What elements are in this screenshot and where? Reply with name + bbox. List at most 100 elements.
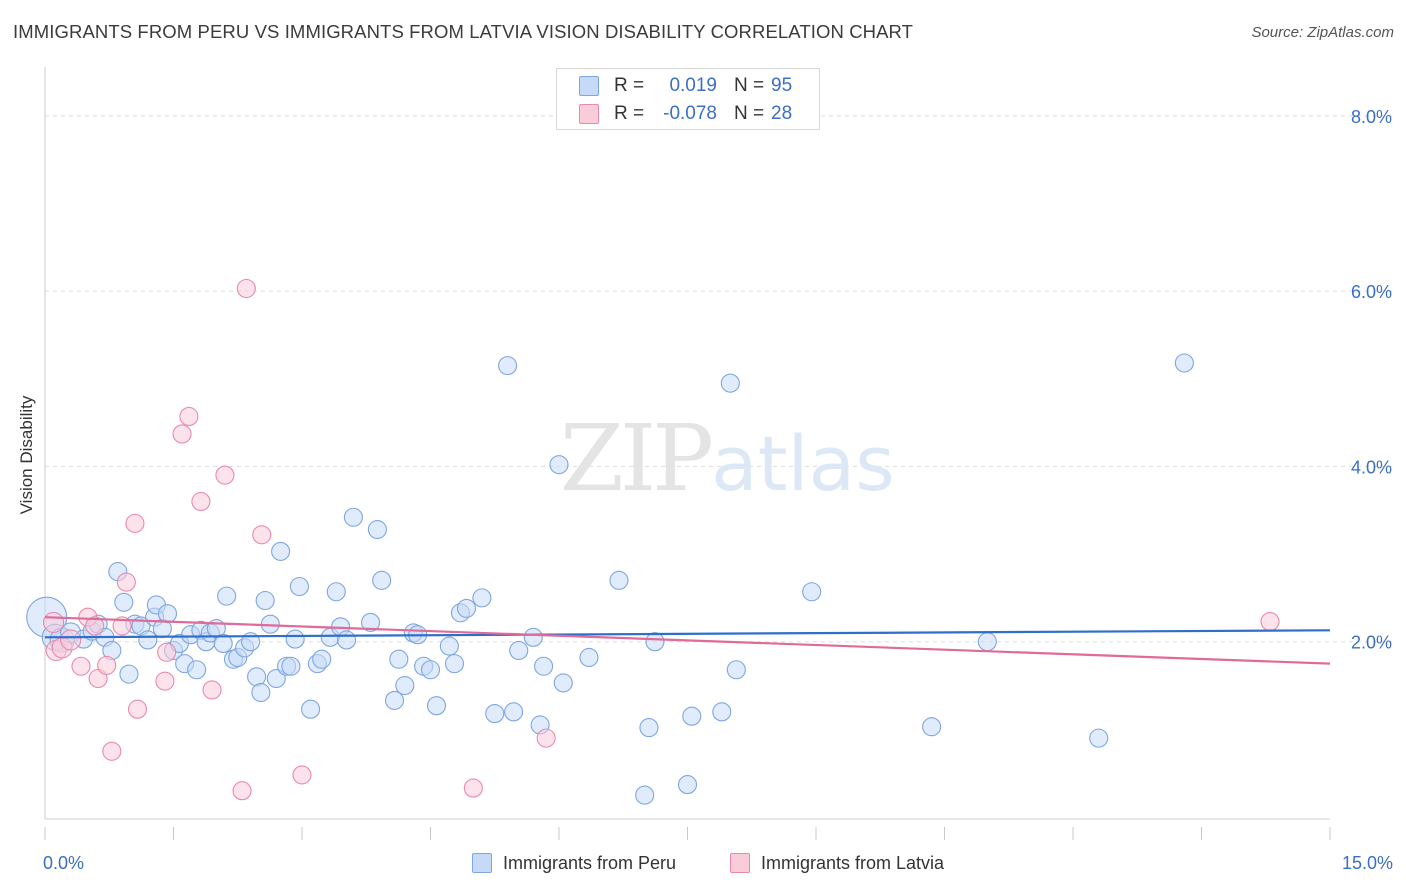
peru-point <box>360 612 381 632</box>
peru-point <box>444 654 465 674</box>
latvia-point <box>191 491 211 512</box>
peru-point <box>114 592 134 612</box>
peru-point <box>712 702 732 722</box>
latvia-point <box>157 642 177 662</box>
tick-labels: 2.0% 4.0% 6.0% 8.0% 0.0% 15.0% <box>43 107 1393 873</box>
source-label: Source: ZipAtlas.com <box>1251 24 1394 41</box>
y-tick-label: 6.0% <box>1351 282 1392 302</box>
peru-point <box>922 717 942 737</box>
peru-point <box>720 373 740 393</box>
latvia-point <box>102 741 122 761</box>
series-legend: Immigrants from Peru Immigrants from Lat… <box>0 850 1406 878</box>
latvia-point <box>202 680 222 700</box>
peru-point <box>389 649 409 669</box>
trend-lines <box>44 616 1331 665</box>
peru-point <box>336 630 357 650</box>
peru-point <box>639 718 659 738</box>
peru-point <box>1174 353 1194 373</box>
peru-point <box>395 675 415 696</box>
stats-legend: R = 0.019 N = 95 R = -0.078 N = 28 <box>556 68 820 130</box>
peru-point <box>426 696 447 716</box>
peru-point <box>213 633 233 654</box>
latvia-point <box>172 424 192 444</box>
peru-point <box>420 660 441 680</box>
latvia-point <box>292 765 312 785</box>
peru-point <box>553 673 573 693</box>
r-label: R = <box>614 103 645 124</box>
peru-point <box>119 664 139 684</box>
peru-swatch <box>472 853 492 873</box>
y-tick-label: 2.0% <box>1351 633 1392 653</box>
peru-point <box>635 785 655 805</box>
peru-point <box>645 632 665 652</box>
peru-point <box>549 455 569 475</box>
latvia-point <box>85 616 105 636</box>
y-axis-title: Vision Disability <box>17 395 36 515</box>
peru-point <box>485 704 505 724</box>
peru-trend-line <box>44 629 1331 639</box>
latvia-point <box>215 465 235 485</box>
latvia-point <box>155 671 175 691</box>
peru-point <box>343 507 363 527</box>
peru-point <box>255 590 275 611</box>
latvia-point <box>236 278 256 299</box>
latvia-point <box>97 655 117 675</box>
peru-point <box>217 586 237 606</box>
watermark: ZIP atlas <box>560 405 895 512</box>
peru-point <box>677 775 698 795</box>
r-value: -0.078 <box>663 103 717 124</box>
peru-point <box>289 576 309 597</box>
peru-point <box>271 541 291 561</box>
peru-point <box>266 668 286 689</box>
peru-point <box>682 706 702 726</box>
latvia-point <box>179 406 199 427</box>
n-value: 28 <box>771 103 793 124</box>
latvia-swatch <box>730 853 750 873</box>
peru-swatch <box>579 76 599 96</box>
stats-row-latvia: R = -0.078 N = 28 <box>557 99 819 129</box>
data-points <box>26 278 1280 805</box>
latvia-point <box>71 656 91 676</box>
peru-point <box>802 582 822 602</box>
n-value: 95 <box>771 75 793 96</box>
peru-point <box>523 627 543 647</box>
peru-point <box>251 682 271 703</box>
peru-point <box>609 570 629 590</box>
x-tick-label: 15.0% <box>1342 853 1393 873</box>
peru-point <box>534 656 554 676</box>
peru-point <box>1089 728 1109 748</box>
y-tick-label: 8.0% <box>1351 107 1392 127</box>
peru-point <box>726 660 746 680</box>
peru-point <box>504 702 524 722</box>
watermark-atlas: atlas <box>711 419 895 508</box>
y-tick-label: 4.0% <box>1351 457 1392 477</box>
peru-point <box>456 598 477 618</box>
series-latvia-points <box>43 278 1280 801</box>
latvia-point <box>112 616 132 636</box>
peru-point <box>157 604 178 624</box>
watermark-zip: ZIP <box>560 405 711 512</box>
peru-point <box>312 649 332 669</box>
x-tick-label: 0.0% <box>43 853 84 873</box>
latvia-point <box>60 629 82 651</box>
peru-point <box>579 647 599 668</box>
peru-point <box>326 582 346 602</box>
stats-row-peru: R = 0.019 N = 95 <box>557 71 819 101</box>
n-label: N = <box>734 75 765 96</box>
peru-point <box>384 690 405 710</box>
latvia-point <box>1260 611 1280 632</box>
peru-point <box>472 588 492 608</box>
legend-label: Immigrants from Peru <box>503 853 677 873</box>
latvia-point <box>125 513 145 533</box>
peru-point <box>372 570 392 590</box>
gridlines <box>45 115 1392 643</box>
latvia-point <box>43 611 65 633</box>
latvia-point <box>252 525 272 545</box>
peru-point <box>301 699 321 719</box>
n-label: N = <box>734 103 765 124</box>
peru-point <box>187 660 207 680</box>
latvia-point <box>232 781 252 801</box>
legend-label: Immigrants from Latvia <box>761 853 945 873</box>
latvia-trend-line <box>44 616 1331 665</box>
latvia-point <box>463 778 483 798</box>
